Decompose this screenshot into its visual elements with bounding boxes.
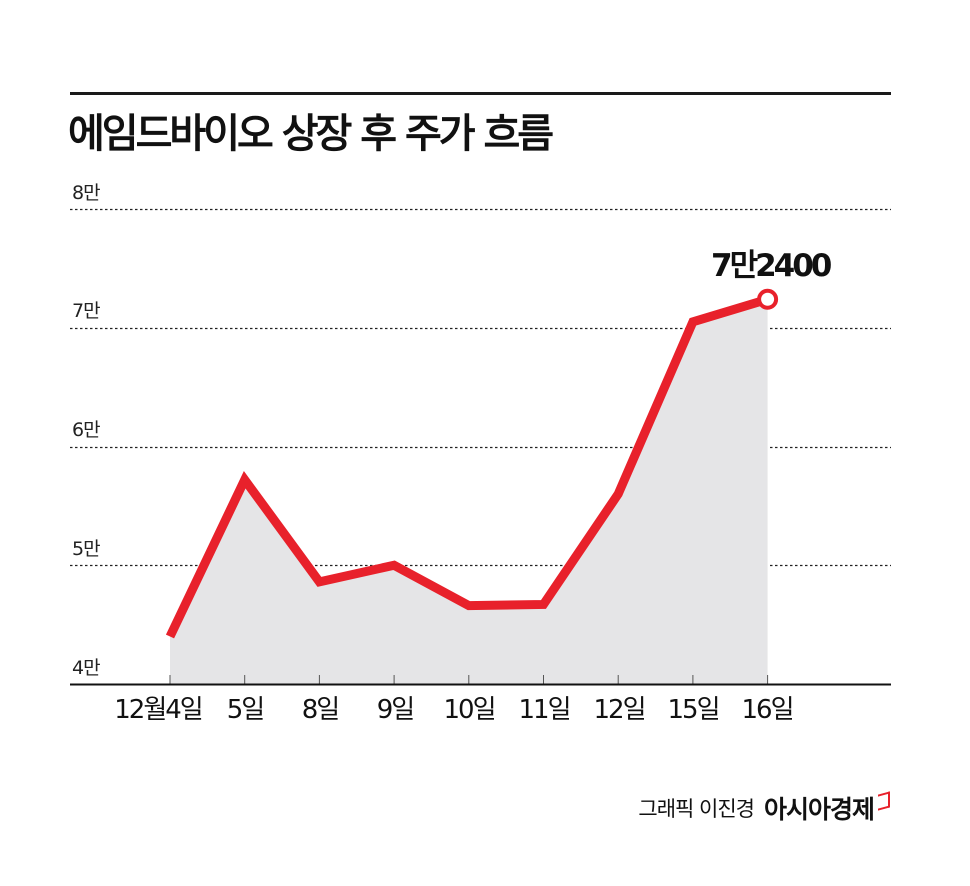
area-fill (170, 299, 768, 684)
x-label-9: 9일 (376, 695, 415, 725)
y-label-40000: 4만 (72, 657, 101, 679)
x-label-8: 8일 (301, 695, 340, 725)
x-label-10: 10일 (443, 695, 496, 725)
credit: 그래픽 이진경 아시아경제 (638, 790, 890, 826)
x-label-15: 15일 (667, 695, 720, 725)
x-label-12: 12일 (593, 695, 646, 725)
x-label-dec4: 12월4일 (114, 695, 203, 725)
y-label-60000: 6만 (72, 419, 101, 441)
credit-author: 그래픽 이진경 (638, 797, 755, 821)
x-label-5: 5일 (226, 695, 265, 725)
price-line (165, 294, 769, 639)
top-rule (70, 92, 891, 95)
brand-mark-icon (878, 791, 890, 811)
chart-title: 에임드바이오 상장 후 주가 흐름 (68, 111, 554, 157)
last-point-marker (757, 288, 779, 310)
x-label-11: 11일 (518, 695, 571, 725)
y-label-80000: 8만 (72, 182, 101, 204)
x-axis-ticks (169, 675, 769, 684)
x-label-16: 16일 (741, 695, 794, 725)
y-label-70000: 7만 (72, 300, 101, 322)
brand-logo-text: 아시아경제 (763, 795, 875, 824)
last-value-label: 7만2400 (711, 248, 832, 284)
y-label-50000: 5만 (72, 538, 101, 560)
